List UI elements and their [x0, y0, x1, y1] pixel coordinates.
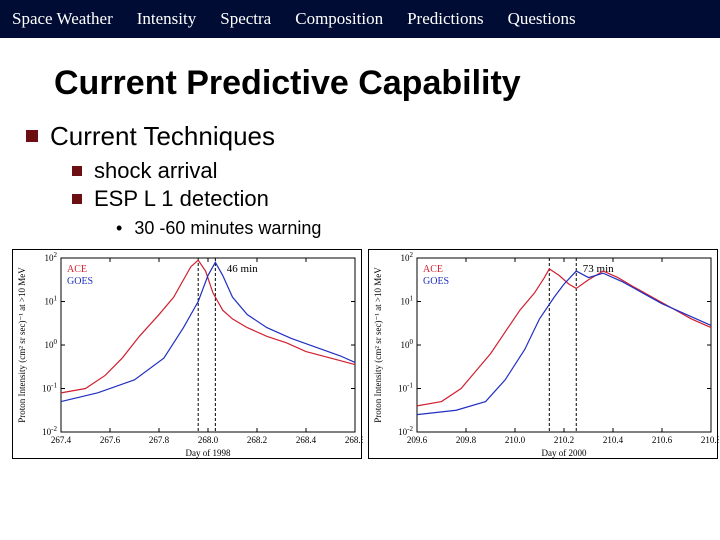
svg-text:267.8: 267.8 — [149, 435, 170, 445]
nav-item-intensity[interactable]: Intensity — [137, 9, 197, 29]
svg-text:210.8: 210.8 — [701, 435, 719, 445]
nav-item-predictions[interactable]: Predictions — [407, 9, 484, 29]
svg-text:10-1: 10-1 — [398, 382, 413, 394]
svg-text:100: 100 — [45, 338, 58, 350]
svg-text:Day of 2000: Day of 2000 — [542, 448, 587, 458]
svg-text:267.4: 267.4 — [51, 435, 72, 445]
svg-text:Proton Intensity (cm² sr sec)⁻: Proton Intensity (cm² sr sec)⁻¹ at >10 M… — [373, 267, 383, 423]
svg-text:100: 100 — [401, 338, 414, 350]
bullet-lvl3-text: 30 -60 minutes warning — [134, 218, 321, 239]
svg-text:Day of 1998: Day of 1998 — [186, 448, 231, 458]
svg-text:268.0: 268.0 — [198, 435, 219, 445]
svg-text:268.6: 268.6 — [345, 435, 363, 445]
svg-text:101: 101 — [401, 295, 414, 307]
svg-text:268.2: 268.2 — [247, 435, 267, 445]
svg-text:209.8: 209.8 — [456, 435, 477, 445]
svg-text:209.6: 209.6 — [407, 435, 428, 445]
svg-text:268.4: 268.4 — [296, 435, 317, 445]
nav-bar: Space Weather Intensity Spectra Composit… — [0, 0, 720, 38]
bullet-lvl1: Current Techniques — [26, 121, 712, 152]
svg-text:102: 102 — [401, 251, 414, 263]
bullet-lvl2-b-text: ESP L 1 detection — [94, 186, 269, 212]
svg-text:10-1: 10-1 — [42, 382, 57, 394]
square-bullet-icon — [72, 166, 82, 176]
nav-item-questions[interactable]: Questions — [508, 9, 576, 29]
slide-body: Current Predictive Capability Current Te… — [0, 38, 720, 459]
bullet-lvl3: • 30 -60 minutes warning — [116, 218, 712, 239]
charts-row: 10-210-1100101102267.4267.6267.8268.0268… — [12, 249, 708, 459]
svg-text:102: 102 — [45, 251, 58, 263]
bullet-lvl1-text: Current Techniques — [50, 121, 275, 152]
bullet-lvl2-a-text: shock arrival — [94, 158, 217, 184]
svg-text:210.0: 210.0 — [505, 435, 526, 445]
chart-left: 10-210-1100101102267.4267.6267.8268.0268… — [12, 249, 362, 459]
square-bullet-icon — [72, 194, 82, 204]
bullet-lvl2-a: shock arrival — [72, 158, 712, 184]
svg-text:101: 101 — [45, 295, 58, 307]
svg-text:ACE: ACE — [423, 264, 443, 275]
nav-item-composition[interactable]: Composition — [295, 9, 383, 29]
slide-title: Current Predictive Capability — [54, 64, 712, 103]
chart-right: 10-210-1100101102209.6209.8210.0210.2210… — [368, 249, 718, 459]
dot-bullet-icon: • — [116, 219, 122, 237]
svg-text:46 min: 46 min — [227, 263, 258, 275]
svg-text:210.4: 210.4 — [603, 435, 624, 445]
svg-text:210.2: 210.2 — [554, 435, 574, 445]
svg-text:Proton Intensity (cm² sr sec)⁻: Proton Intensity (cm² sr sec)⁻¹ at >10 M… — [17, 267, 27, 423]
nav-item-space-weather[interactable]: Space Weather — [12, 9, 113, 29]
svg-text:GOES: GOES — [67, 276, 93, 287]
bullet-lvl2-b: ESP L 1 detection — [72, 186, 712, 212]
square-bullet-icon — [26, 130, 38, 142]
svg-text:ACE: ACE — [67, 264, 87, 275]
svg-text:GOES: GOES — [423, 276, 449, 287]
nav-item-spectra[interactable]: Spectra — [220, 9, 271, 29]
svg-text:267.6: 267.6 — [100, 435, 121, 445]
svg-text:210.6: 210.6 — [652, 435, 673, 445]
